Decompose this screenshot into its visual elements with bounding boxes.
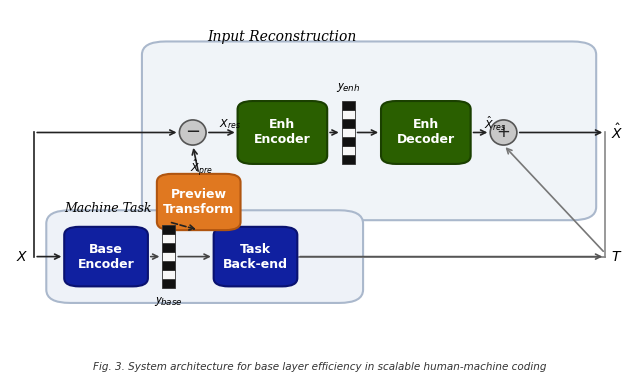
Bar	[342, 119, 355, 128]
FancyBboxPatch shape	[381, 101, 470, 164]
FancyArrowPatch shape	[474, 130, 486, 135]
FancyArrowPatch shape	[300, 254, 600, 259]
Bar	[163, 279, 175, 288]
FancyArrowPatch shape	[172, 223, 194, 230]
FancyArrowPatch shape	[178, 254, 209, 259]
FancyArrowPatch shape	[330, 130, 337, 135]
Ellipse shape	[490, 120, 517, 145]
Text: Fig. 3. System architecture for base layer efficiency in scalable human-machine : Fig. 3. System architecture for base lay…	[93, 362, 547, 372]
FancyBboxPatch shape	[157, 174, 241, 230]
Text: Machine Task: Machine Task	[64, 202, 152, 215]
Bar	[342, 128, 355, 137]
Bar	[342, 146, 355, 155]
Text: $X$: $X$	[16, 250, 28, 264]
Bar	[342, 110, 355, 119]
FancyArrowPatch shape	[507, 149, 604, 251]
Text: +: +	[497, 123, 511, 141]
Text: $T$: $T$	[611, 250, 623, 264]
Bar	[163, 261, 175, 270]
Text: Enh
Decoder: Enh Decoder	[397, 118, 455, 147]
Text: Enh
Encoder: Enh Encoder	[254, 118, 311, 147]
FancyArrowPatch shape	[209, 130, 233, 135]
FancyBboxPatch shape	[237, 101, 327, 164]
Bar	[342, 137, 355, 146]
Text: Preview
Transform: Preview Transform	[163, 188, 234, 216]
FancyArrowPatch shape	[37, 254, 60, 259]
FancyBboxPatch shape	[46, 210, 363, 303]
Text: $\hat{X}_{pre}$: $\hat{X}_{pre}$	[190, 157, 213, 177]
Text: Input Reconstruction: Input Reconstruction	[207, 29, 357, 44]
Bar	[163, 225, 175, 234]
Bar	[342, 155, 355, 164]
Text: Task
Back-end: Task Back-end	[223, 243, 288, 271]
FancyArrowPatch shape	[192, 150, 198, 171]
Bar	[163, 234, 175, 243]
Text: $X_{res}$: $X_{res}$	[219, 117, 241, 131]
Ellipse shape	[179, 120, 206, 145]
FancyArrowPatch shape	[358, 130, 376, 135]
Text: −: −	[185, 123, 200, 141]
Bar	[342, 101, 355, 110]
FancyBboxPatch shape	[142, 41, 596, 220]
Bar	[163, 270, 175, 279]
Bar	[163, 252, 175, 261]
FancyArrowPatch shape	[150, 254, 157, 259]
FancyArrowPatch shape	[520, 130, 600, 135]
Text: $\mathcal{y}_{base}$: $\mathcal{y}_{base}$	[154, 295, 183, 308]
Text: $\mathcal{y}_{enh}$: $\mathcal{y}_{enh}$	[336, 81, 360, 94]
Bar	[163, 243, 175, 252]
Text: Base
Encoder: Base Encoder	[77, 243, 134, 271]
Text: $\hat{X}$: $\hat{X}$	[611, 123, 623, 142]
FancyArrowPatch shape	[37, 130, 175, 135]
FancyBboxPatch shape	[64, 227, 148, 287]
FancyBboxPatch shape	[214, 227, 298, 287]
Text: $\hat{X}_{res}$: $\hat{X}_{res}$	[484, 115, 506, 133]
